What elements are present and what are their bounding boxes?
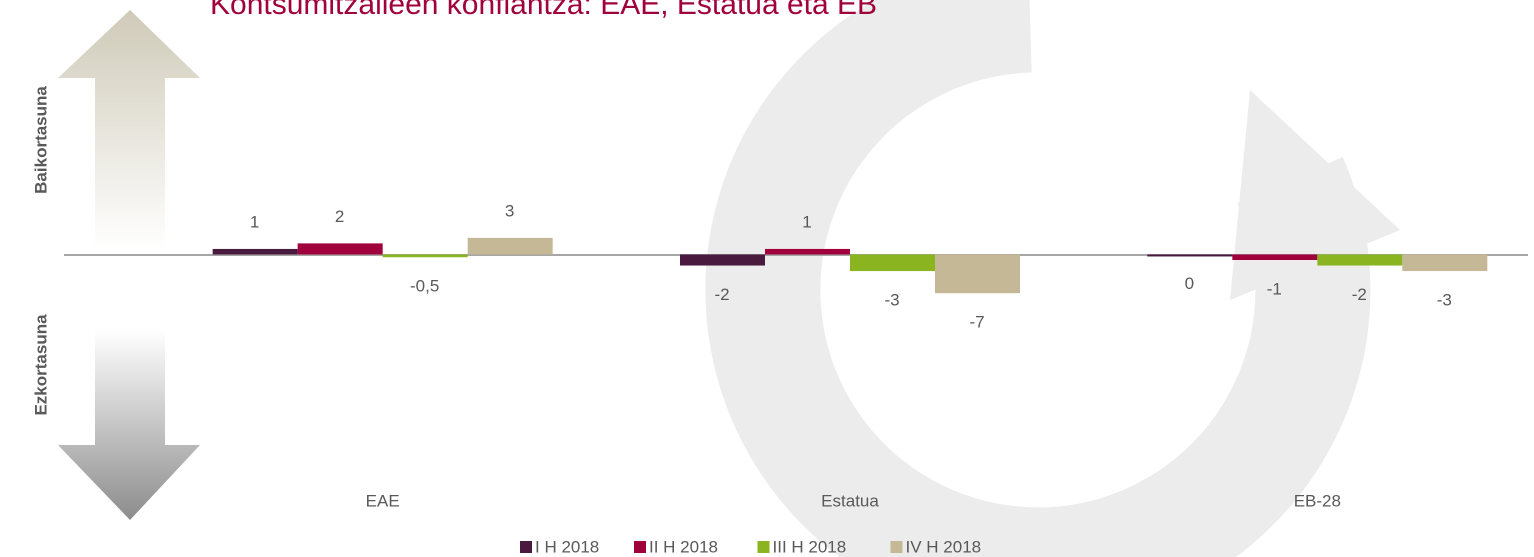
down-arrow: [58, 330, 200, 520]
bar: [765, 248, 850, 255]
bar: [1232, 254, 1318, 260]
data-label: -0,5: [410, 277, 439, 296]
bar: [850, 254, 935, 272]
y-label-top: Baikortasuna: [31, 86, 50, 194]
bar: [1317, 254, 1403, 266]
x-tick-label: EB-28: [1294, 491, 1341, 510]
data-label: 1: [802, 212, 811, 231]
legend-swatch: [520, 541, 532, 553]
x-tick-label: EAE: [366, 491, 400, 510]
legend-label: IV H 2018: [906, 537, 982, 556]
legend-swatch: [890, 541, 903, 553]
chart-title: Kontsumitzaileen konfiantza: EAE, Estatu…: [210, 0, 877, 21]
data-label: -3: [884, 291, 899, 310]
legend-label: III H 2018: [773, 537, 847, 556]
up-arrow: [58, 10, 200, 250]
bar: [935, 254, 1020, 294]
bar: [1147, 254, 1233, 257]
data-label: -3: [1437, 291, 1452, 310]
bar: [212, 248, 298, 255]
data-label: -2: [714, 285, 729, 304]
data-label: 2: [335, 207, 344, 226]
legend-label: I H 2018: [535, 537, 599, 556]
data-label: -2: [1352, 285, 1367, 304]
bar: [382, 254, 468, 258]
legend-label: II H 2018: [649, 537, 718, 556]
bar: [680, 254, 765, 266]
bar: [467, 237, 553, 255]
x-tick-label: Estatua: [821, 491, 879, 510]
bar: [1402, 254, 1488, 272]
data-label: -1: [1267, 279, 1282, 298]
y-label-bottom: Ezkortasuna: [31, 314, 50, 416]
data-label: 3: [505, 201, 514, 220]
data-label: -7: [969, 313, 984, 332]
data-label: 0: [1185, 274, 1194, 293]
background-cycle: [705, 0, 1400, 557]
bar: [297, 243, 383, 255]
legend-swatch: [757, 541, 770, 553]
data-label: 1: [250, 212, 259, 231]
legend-swatch: [634, 541, 646, 553]
